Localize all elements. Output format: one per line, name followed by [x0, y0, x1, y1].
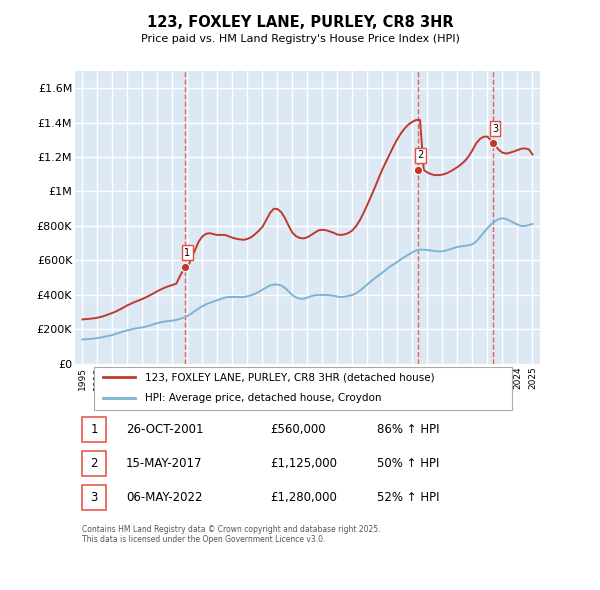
Text: 52% ↑ HPI: 52% ↑ HPI [377, 491, 440, 504]
Text: £1,280,000: £1,280,000 [270, 491, 337, 504]
Text: 3: 3 [91, 491, 98, 504]
Text: 2: 2 [91, 457, 98, 470]
Text: 86% ↑ HPI: 86% ↑ HPI [377, 423, 440, 436]
Text: 123, FOXLEY LANE, PURLEY, CR8 3HR: 123, FOXLEY LANE, PURLEY, CR8 3HR [146, 15, 454, 30]
Text: 123, FOXLEY LANE, PURLEY, CR8 3HR (detached house): 123, FOXLEY LANE, PURLEY, CR8 3HR (detac… [145, 372, 434, 382]
FancyBboxPatch shape [82, 417, 106, 442]
Text: Contains HM Land Registry data © Crown copyright and database right 2025.
This d: Contains HM Land Registry data © Crown c… [82, 525, 380, 545]
FancyBboxPatch shape [82, 486, 106, 510]
Text: 15-MAY-2017: 15-MAY-2017 [126, 457, 203, 470]
Text: 50% ↑ HPI: 50% ↑ HPI [377, 457, 440, 470]
Text: £1,125,000: £1,125,000 [270, 457, 337, 470]
Text: Price paid vs. HM Land Registry's House Price Index (HPI): Price paid vs. HM Land Registry's House … [140, 34, 460, 44]
Text: 06-MAY-2022: 06-MAY-2022 [126, 491, 203, 504]
Text: 1: 1 [91, 423, 98, 436]
Text: 26-OCT-2001: 26-OCT-2001 [126, 423, 203, 436]
Text: 2: 2 [417, 150, 424, 160]
FancyBboxPatch shape [94, 367, 512, 409]
Text: £560,000: £560,000 [270, 423, 326, 436]
FancyBboxPatch shape [82, 451, 106, 476]
Text: 1: 1 [184, 248, 190, 258]
Text: 3: 3 [492, 124, 498, 134]
Text: HPI: Average price, detached house, Croydon: HPI: Average price, detached house, Croy… [145, 393, 381, 403]
